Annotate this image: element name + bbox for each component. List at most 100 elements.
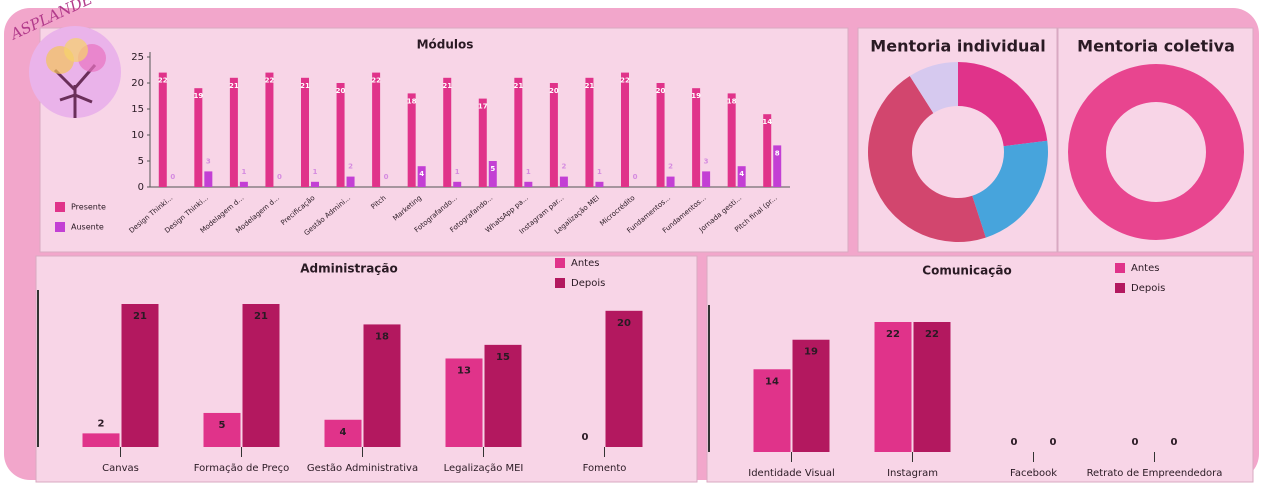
bar	[453, 181, 462, 187]
value-label: 21	[585, 82, 595, 90]
bar	[121, 304, 159, 447]
value-label: 3	[206, 157, 211, 165]
bar	[239, 181, 248, 187]
bar	[478, 98, 487, 187]
value-label: 22	[620, 77, 630, 85]
value-label: 1	[526, 168, 531, 176]
value-label: 2	[561, 163, 566, 171]
value-label: 19	[193, 92, 203, 100]
bar	[445, 358, 483, 447]
legend-swatch	[555, 278, 565, 288]
bar	[621, 72, 629, 187]
value-label: 4	[340, 427, 347, 438]
bar	[595, 181, 604, 187]
value-label: 22	[886, 329, 900, 340]
value-label: 4	[419, 170, 424, 178]
value-label: 21	[133, 311, 147, 322]
legend-label: Antes	[571, 258, 599, 269]
chart-title: Mentoria coletiva	[1077, 37, 1235, 56]
value-label: 20	[656, 87, 666, 95]
bar	[702, 171, 711, 187]
value-label: 8	[775, 149, 780, 157]
value-label: 0	[277, 173, 282, 181]
value-label: 2	[668, 163, 673, 171]
x-tick-label: Fomento	[583, 463, 627, 474]
value-label: 22	[371, 77, 381, 85]
bar	[324, 419, 362, 447]
bar	[242, 304, 280, 447]
bar	[488, 161, 497, 187]
x-tick-label: Instagram	[887, 468, 938, 479]
value-label: 1	[455, 168, 460, 176]
value-label: 20	[617, 318, 631, 329]
value-label: 19	[691, 92, 701, 100]
value-label: 0	[384, 173, 389, 181]
bar	[407, 93, 416, 187]
x-tick-label: Legalização MEI	[444, 463, 524, 474]
x-tick-label: Facebook	[1010, 468, 1057, 479]
value-label: 5	[219, 420, 226, 431]
bar	[311, 181, 319, 187]
value-label: 4	[739, 170, 744, 178]
value-label: 18	[375, 331, 389, 342]
chart-title: Mentoria individual	[870, 37, 1045, 56]
value-label: 0	[1171, 437, 1178, 448]
bar	[265, 72, 274, 187]
y-tick-label: 5	[138, 156, 144, 167]
bar	[158, 72, 167, 187]
legend-swatch	[55, 222, 65, 232]
bar	[204, 171, 213, 187]
value-label: 0	[170, 173, 175, 181]
y-tick-label: 10	[131, 130, 144, 141]
bar	[229, 77, 238, 187]
bar	[549, 83, 558, 187]
y-tick-label: 15	[131, 104, 144, 115]
bar	[82, 433, 120, 447]
value-label: 0	[1132, 437, 1139, 448]
bar	[443, 77, 452, 187]
value-label: 17	[478, 103, 488, 111]
value-label: 0	[633, 173, 638, 181]
legend-label: Depois	[571, 278, 605, 289]
value-label: 0	[582, 432, 589, 443]
bar	[737, 166, 746, 187]
value-label: 14	[762, 118, 772, 126]
bar	[666, 176, 675, 187]
y-tick-label: 20	[131, 78, 144, 89]
bar	[417, 166, 426, 187]
value-label: 18	[407, 97, 417, 105]
legend-label: Presente	[71, 203, 106, 212]
x-tick-label: Retrato de Empreendedora	[1087, 468, 1223, 479]
value-label: 1	[597, 168, 602, 176]
donut-slice	[1068, 64, 1244, 240]
bar	[336, 83, 345, 187]
bar	[346, 176, 355, 187]
bar	[874, 322, 912, 452]
value-label: 21	[442, 82, 452, 90]
logo-tree	[46, 38, 106, 118]
value-label: 20	[336, 87, 346, 95]
bar	[913, 322, 951, 452]
value-label: 21	[300, 82, 310, 90]
bar	[585, 77, 594, 187]
value-label: 2	[348, 163, 353, 171]
value-label: 18	[727, 97, 737, 105]
chart-title: Módulos	[417, 38, 474, 52]
value-label: 21	[229, 82, 239, 90]
legend-swatch	[1115, 263, 1125, 273]
legend-swatch	[1115, 283, 1125, 293]
donut-slice	[909, 62, 958, 114]
value-label: 21	[254, 311, 268, 322]
value-label: 0	[1050, 437, 1057, 448]
value-label: 1	[241, 168, 246, 176]
y-tick-label: 0	[138, 182, 144, 193]
bar	[773, 145, 782, 187]
legend-swatch	[55, 202, 65, 212]
legend-swatch	[555, 258, 565, 268]
value-label: 22	[265, 77, 275, 85]
bar	[484, 344, 522, 447]
legend-label: Depois	[1131, 283, 1165, 294]
value-label: 0	[1011, 437, 1018, 448]
value-label: 20	[549, 87, 559, 95]
